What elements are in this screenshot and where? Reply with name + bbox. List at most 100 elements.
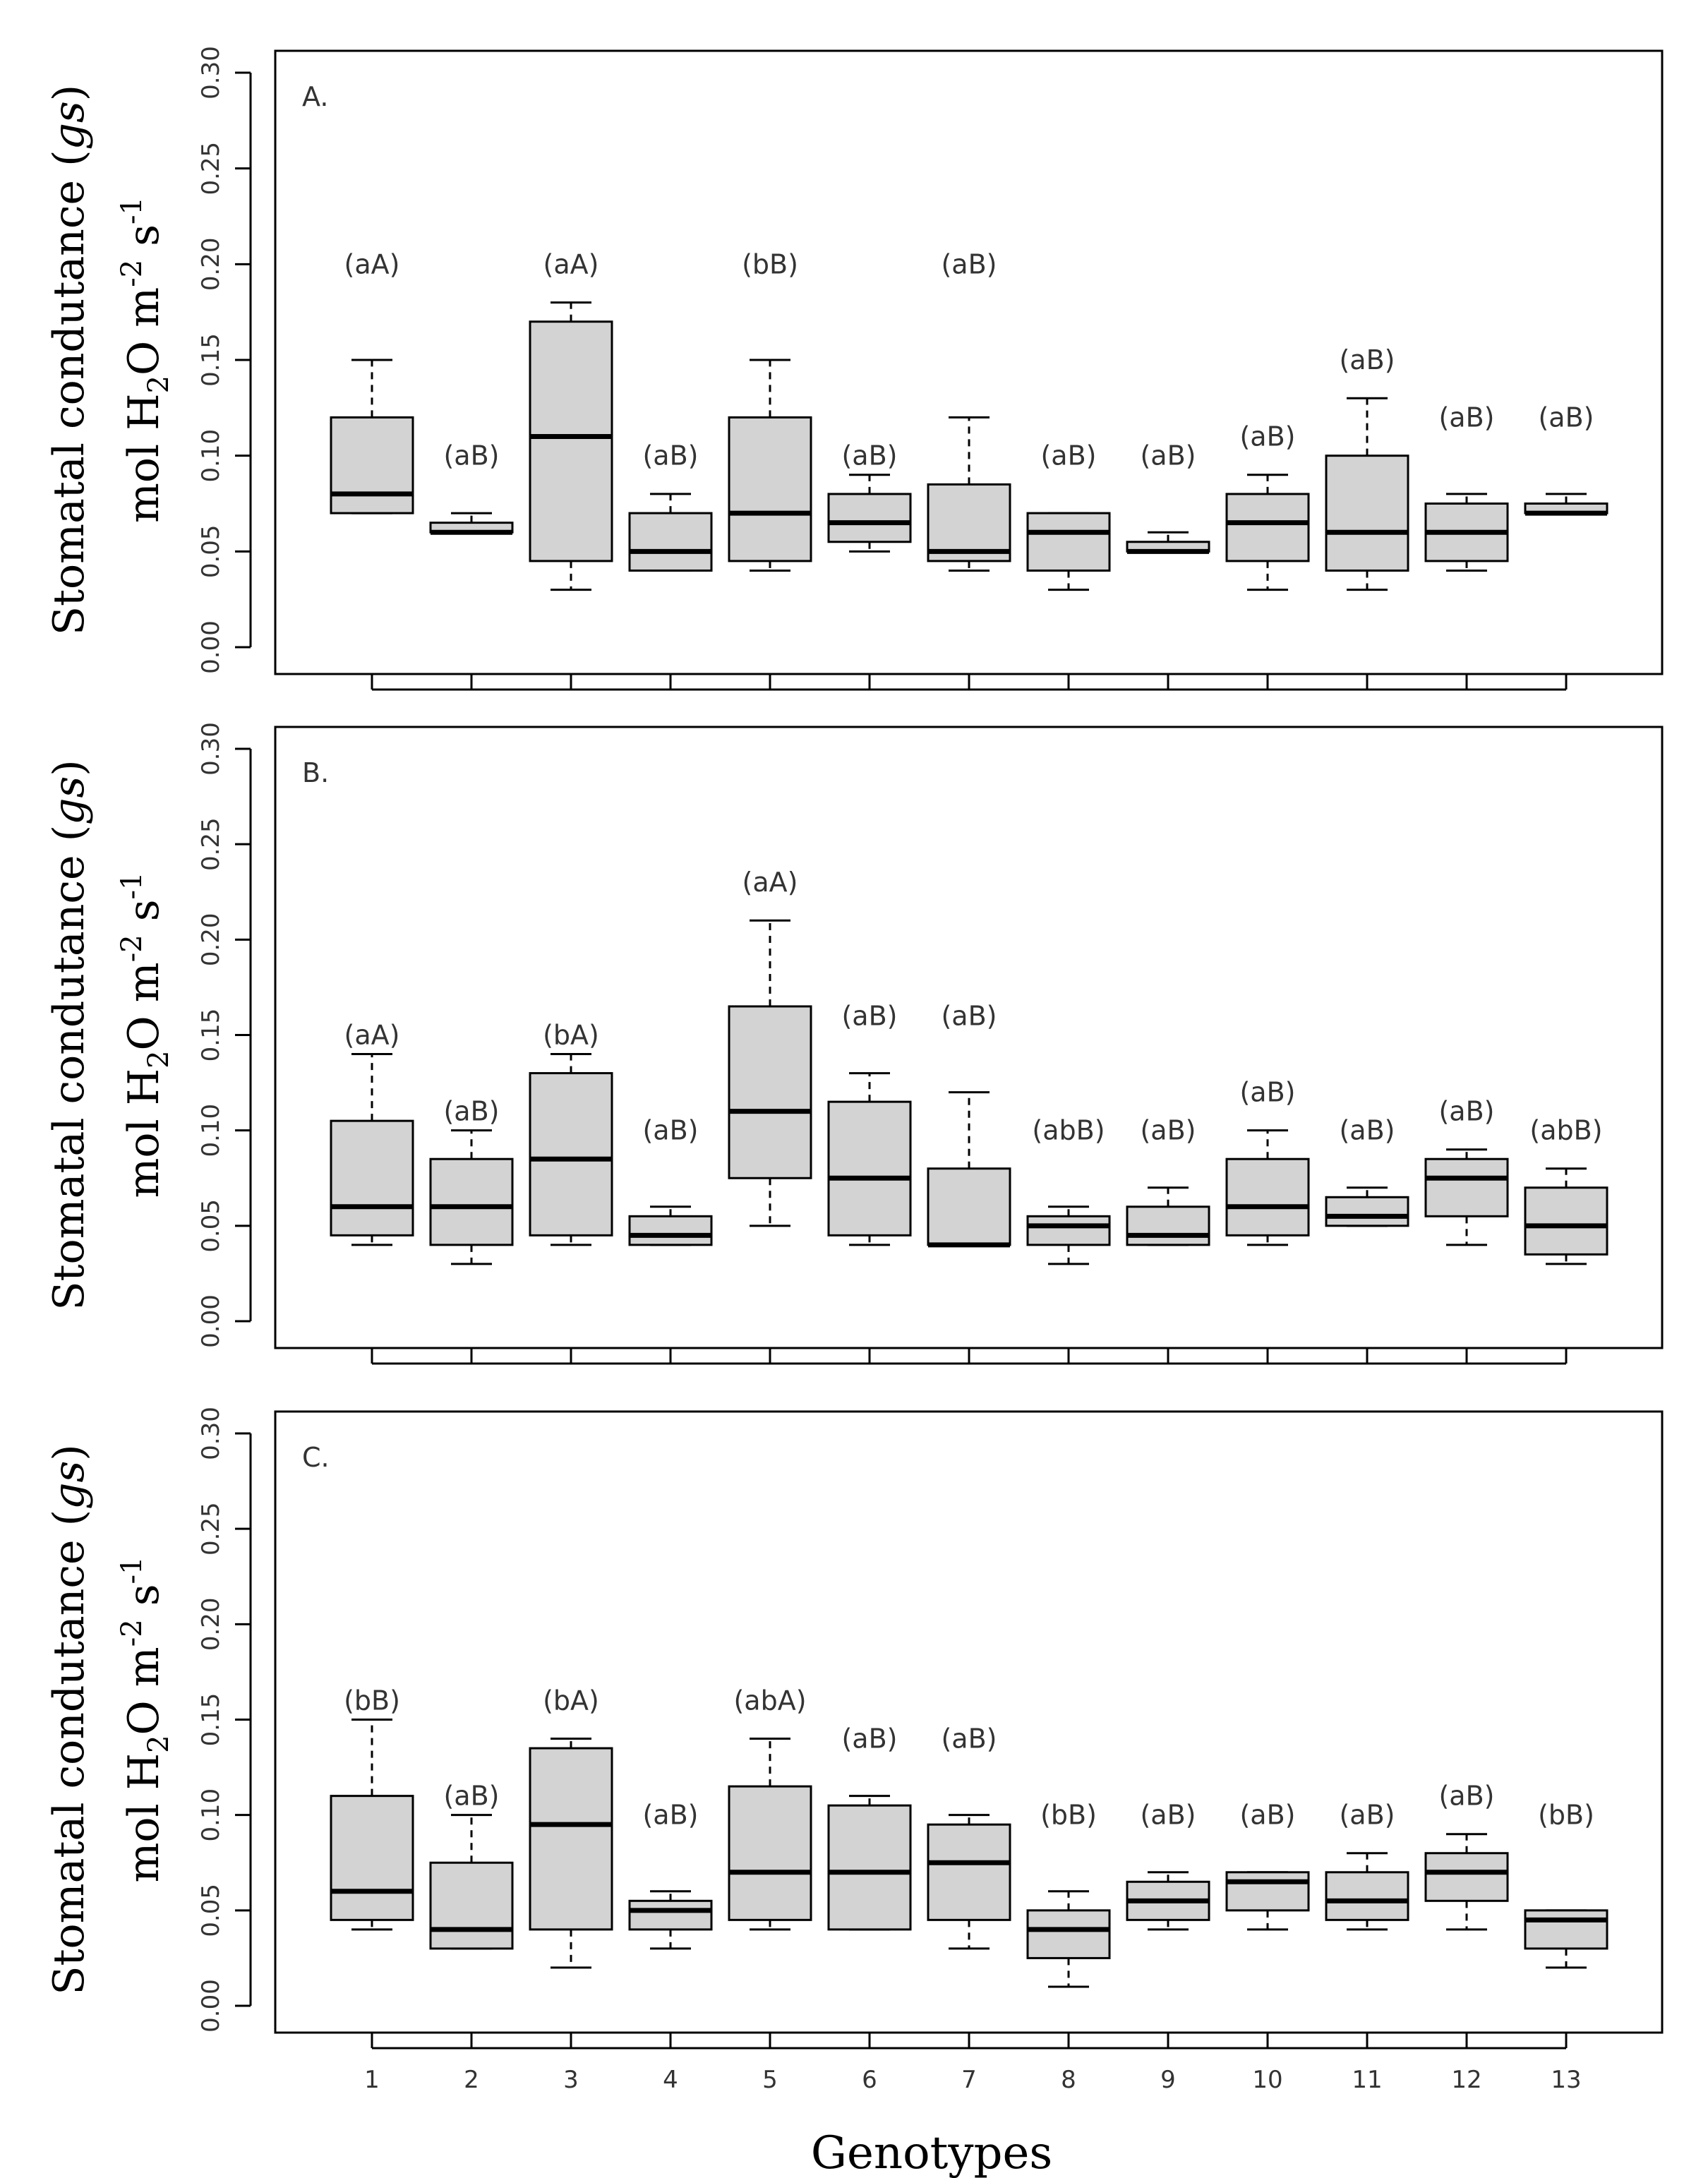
x-tick-label: 13	[1551, 2066, 1581, 2094]
box-iqr	[628, 1215, 713, 1246]
significance-letter: (bA)	[543, 1685, 599, 1716]
panel-a: Stomatal condutance (gs)mol H2O m-2 s-1 …	[44, 46, 1664, 691]
significance-letter: (aA)	[344, 1020, 400, 1051]
significance-letter: (aB)	[1040, 440, 1096, 471]
significance-letter: (aB)	[1140, 1800, 1196, 1831]
box-genotype-3: (bA)	[529, 1020, 613, 1246]
box-iqr	[728, 1005, 812, 1179]
y-tick-label: 0.15	[197, 333, 225, 387]
y-tick-label: 0.10	[197, 1104, 225, 1157]
box-genotype-12: (aB)	[1424, 402, 1509, 572]
box-genotype-5: (bB)	[728, 248, 812, 572]
significance-letter: (aB)	[1239, 1077, 1295, 1108]
box-iqr	[1325, 1196, 1409, 1227]
y-tick-label: 0.00	[197, 620, 225, 674]
significance-letter: (abB)	[1529, 1115, 1602, 1146]
box-genotype-3: (bA)	[529, 1685, 613, 1969]
significance-letter: (aB)	[443, 1781, 499, 1812]
y-axis-label-line2: mol H2O m-2 s-1	[116, 197, 175, 523]
box-genotype-6: (aB)	[827, 1000, 912, 1246]
y-tick-label: 0.00	[197, 1979, 225, 2033]
significance-letter: (aB)	[1140, 1115, 1196, 1146]
box-genotype-5: (abA)	[728, 1685, 812, 1931]
y-tick-label: 0.15	[197, 1693, 225, 1747]
box-genotype-13: (abB)	[1524, 1115, 1608, 1265]
x-tick-label: 5	[762, 2066, 778, 2094]
box-iqr	[728, 416, 812, 562]
y-axis-label-line1: Stomatal condutance (gs)	[44, 1444, 94, 1995]
box-genotype-1: (aA)	[330, 248, 414, 515]
y-tick-label: 0.20	[197, 913, 225, 966]
box-iqr	[1424, 1157, 1509, 1217]
y-tick-label: 0.15	[197, 1009, 225, 1062]
x-tick-label: 2	[464, 2066, 479, 2094]
significance-letter: (aB)	[642, 1115, 698, 1146]
significance-letter: (aB)	[1339, 344, 1395, 375]
significance-letter: (aB)	[941, 248, 997, 279]
panel-c: Stomatal condutance (gs)mol H2O m-2 s-1 …	[44, 1407, 1664, 2094]
box-iqr	[1126, 1205, 1210, 1246]
box-genotype-7: (aB)	[927, 248, 1011, 572]
y-axis-label-line1: Stomatal condutance (gs)	[44, 759, 94, 1310]
box-iqr	[330, 1119, 414, 1237]
box-genotype-1: (aA)	[330, 1020, 414, 1246]
box-genotype-10: (aB)	[1225, 1077, 1310, 1246]
significance-letter: (aB)	[841, 1000, 897, 1031]
box-iqr	[1424, 1852, 1509, 1902]
y-tick-label: 0.10	[197, 429, 225, 483]
panel-label: B.	[302, 757, 329, 788]
panel-label: C.	[302, 1442, 330, 1473]
significance-letter: (aB)	[941, 1000, 997, 1031]
box-genotype-13: (aB)	[1524, 402, 1608, 516]
x-tick-label: 11	[1352, 2066, 1382, 2094]
x-tick-label: 9	[1160, 2066, 1176, 2094]
y-axis-label: Stomatal condutance (gs) mol H2O m-2 s-1	[44, 1444, 175, 1995]
box-genotype-5: (aA)	[728, 867, 812, 1227]
x-tick-label: 3	[563, 2066, 579, 2094]
y-tick-label: 0.30	[197, 722, 225, 776]
box-genotype-1: (bB)	[330, 1685, 414, 1931]
y-tick-label: 0.25	[197, 142, 225, 195]
x-axis-title: Genotypes	[811, 2127, 1052, 2178]
significance-letter: (aA)	[344, 248, 400, 279]
box-genotype-9: (aB)	[1126, 1800, 1210, 1931]
y-tick-label: 0.05	[197, 524, 225, 578]
x-tick-label: 10	[1252, 2066, 1282, 2094]
significance-letter: (aB)	[642, 1800, 698, 1831]
box-iqr	[728, 1785, 812, 1921]
box-iqr	[529, 1747, 613, 1931]
box-genotype-8: (bB)	[1026, 1800, 1111, 1988]
box-iqr	[827, 493, 912, 543]
y-tick-label: 0.10	[197, 1788, 225, 1842]
box-iqr	[330, 1795, 414, 1921]
box-iqr	[1225, 1157, 1310, 1237]
box-genotype-6: (aB)	[827, 1723, 912, 1931]
significance-letter: (aB)	[443, 1096, 499, 1127]
y-tick-label: 0.05	[197, 1199, 225, 1253]
box-genotype-2: (aB)	[429, 1781, 514, 1950]
y-tick-label: 0.25	[197, 817, 225, 871]
y-tick-label: 0.30	[197, 46, 225, 100]
y-axis-label-line2: mol H2O m-2 s-1	[116, 1556, 175, 1882]
box-genotype-11: (aB)	[1325, 1115, 1409, 1227]
significance-letter: (abB)	[1032, 1115, 1105, 1146]
significance-letter: (aB)	[1239, 1800, 1295, 1831]
significance-letter: (aB)	[841, 1723, 897, 1755]
box-genotype-10: (aB)	[1225, 421, 1310, 591]
significance-letter: (aB)	[1438, 402, 1494, 433]
significance-letter: (aA)	[543, 248, 599, 279]
box-iqr	[628, 512, 713, 572]
box-genotype-4: (aB)	[628, 440, 713, 572]
box-iqr	[529, 320, 613, 562]
significance-letter: (aB)	[841, 440, 897, 471]
x-tick-label: 12	[1451, 2066, 1481, 2094]
y-tick-label: 0.05	[197, 1884, 225, 1937]
y-tick-label: 0.25	[197, 1502, 225, 1556]
y-axis-label-line1: Stomatal condutance (gs)	[44, 85, 94, 635]
y-tick-label: 0.30	[197, 1407, 225, 1460]
significance-letter: (bB)	[344, 1685, 400, 1716]
box-genotype-8: (abB)	[1026, 1115, 1111, 1265]
box-genotype-9: (aB)	[1126, 440, 1210, 554]
box-genotype-11: (aB)	[1325, 344, 1409, 591]
box-iqr	[628, 1899, 713, 1931]
